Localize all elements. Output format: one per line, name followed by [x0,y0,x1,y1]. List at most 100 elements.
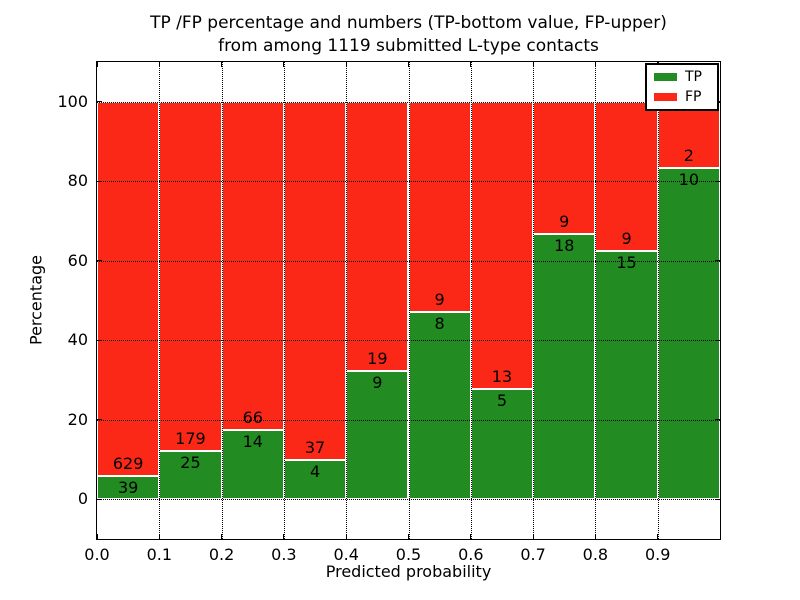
x-tick-label: 0.9 [644,545,671,564]
y-tick-label: 20 [67,409,88,429]
bar-fp-segment [533,101,596,235]
x-gridline [283,62,285,539]
y-gridline [97,260,720,262]
tp-count-label: 4 [309,462,321,482]
x-gridline [408,62,410,539]
y-gridline [97,499,720,501]
tp-count-label: 5 [496,390,508,410]
legend: TP FP [645,63,719,111]
fp-count-label: 66 [242,407,263,427]
x-tick-label: 0.2 [208,545,235,564]
x-tick-mark [408,62,409,67]
chart-title-line1: TP /FP percentage and numbers (TP-bottom… [150,13,667,33]
y-axis-label: Percentage [26,254,46,346]
x-tick-mark [657,534,659,539]
bar-tp-segment [657,168,720,500]
tp-count-label: 18 [554,236,575,256]
bar-tp-segment [533,234,596,500]
bar-tp-segment [470,388,534,500]
x-tick-label: 0.1 [146,545,173,564]
y-tick-mark [97,101,102,103]
x-gridline [470,62,472,539]
y-tick-mark [715,260,720,262]
fp-legend-swatch [654,93,677,101]
x-tick-label: 0.4 [333,545,359,564]
y-tick-label: 100 [57,91,88,111]
y-gridline [97,340,720,342]
x-tick-mark [283,534,285,539]
tp-count-label: 39 [117,478,139,498]
x-tick-label: 0.7 [520,545,546,564]
x-axis-label: Predicted probability [325,562,492,581]
bar-tp-segment [346,371,409,500]
tp-count-label: 14 [242,431,263,451]
y-gridline [97,419,720,421]
y-tick-mark [97,419,102,421]
fp-count-label: 629 [112,454,144,474]
x-tick-label: 0.3 [271,545,297,564]
x-tick-mark [594,534,596,539]
chart-title: TP /FP percentage and numbers (TP-bottom… [97,12,720,58]
y-tick-mark [715,498,720,500]
fp-count-label: 9 [559,212,570,232]
tp-count-label: 15 [616,252,637,272]
bar-tp-segment [159,450,222,500]
bar-fp-segment [595,101,658,251]
plot-border [96,61,721,540]
x-tick-mark [345,534,347,539]
x-tick-label: 0.8 [582,545,609,564]
x-gridline [595,62,597,539]
x-gridline [159,62,161,539]
fp-count-label: 9 [621,228,632,248]
fp-count-label: 2 [683,146,694,165]
y-tick-mark [715,419,720,421]
bar-tp-segment [97,476,160,500]
x-tick-mark [96,534,98,539]
y-tick-label: 0 [77,489,88,509]
fp-count-label: 13 [491,366,513,386]
tp-count-label: 25 [180,452,201,472]
x-tick-mark [470,62,472,67]
bar-fp-segment [283,101,347,461]
x-tick-mark [221,534,223,539]
tp-count-label: 10 [678,170,700,189]
x-tick-label: 0.0 [84,545,110,564]
y-gridline [97,181,720,183]
x-tick-label: 0.6 [458,545,484,564]
fp-legend-label: FP [685,89,702,105]
y-tick-mark [97,339,102,341]
y-tick-label: 40 [67,330,88,350]
x-tick-mark [532,534,534,539]
bar-tp-segment [408,312,471,500]
x-tick-mark [345,62,347,67]
x-tick-mark [221,62,223,67]
x-tick-mark [283,62,285,67]
x-tick-mark [532,62,534,67]
x-gridline [346,62,348,539]
legend-item-tp: TP [654,70,710,84]
bar-fp-segment [159,101,222,451]
y-tick-mark [97,180,102,182]
fp-count-label: 9 [434,290,445,310]
y-tick-mark [715,339,720,341]
x-gridline [533,62,535,539]
x-tick-mark [408,534,409,539]
x-tick-mark [470,534,472,539]
y-tick-label: 60 [67,250,88,270]
fp-count-label: 19 [367,349,388,369]
x-tick-mark [594,62,596,67]
fp-count-label: 179 [175,428,206,448]
legend-item-fp: FP [654,90,710,104]
fp-count-label: 37 [304,438,326,458]
x-tick-mark [158,534,160,539]
x-gridline [221,62,223,539]
bar-fp-segment [346,101,409,372]
tp-legend-label: TP [685,69,702,85]
tp-count-label: 9 [372,373,383,393]
x-tick-label: 0.5 [395,545,422,564]
y-gridline [97,101,720,103]
x-gridline [657,62,659,539]
x-tick-mark [158,62,160,67]
y-tick-mark [715,180,720,182]
